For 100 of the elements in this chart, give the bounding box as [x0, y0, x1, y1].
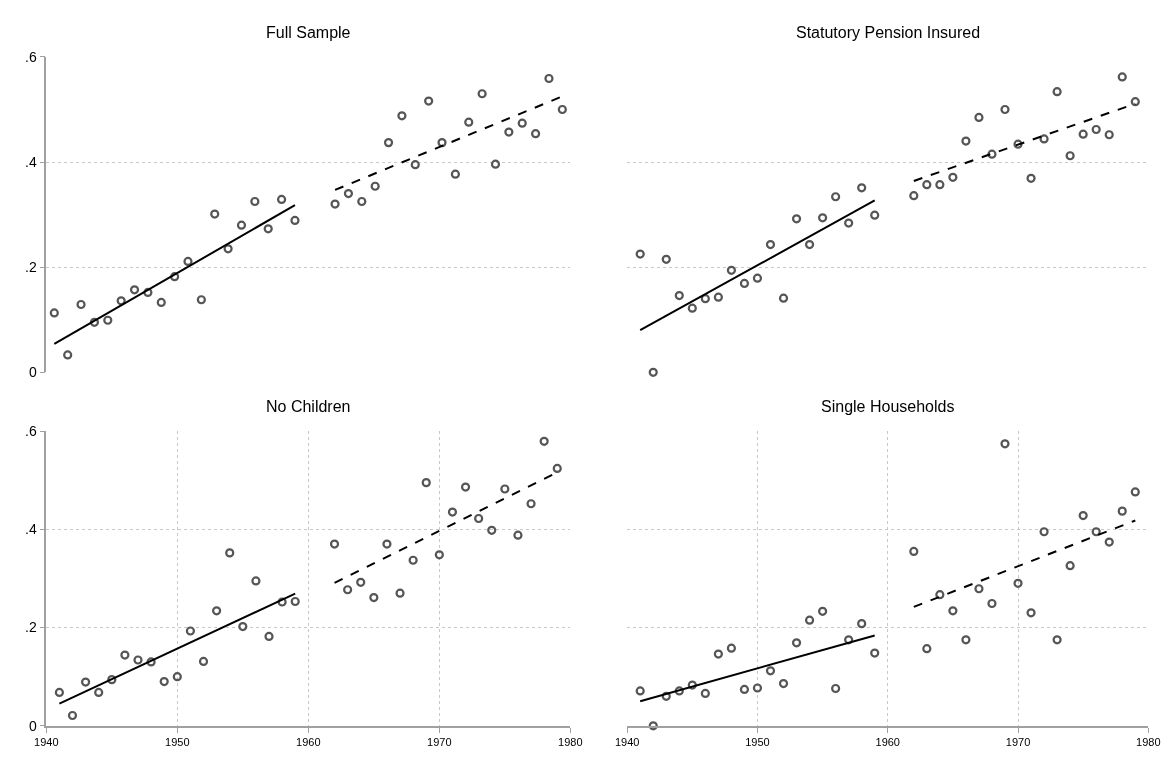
- chart-title: No Children: [266, 398, 351, 415]
- point: [460, 482, 471, 492]
- point: [804, 239, 815, 250]
- point: [67, 710, 78, 721]
- point: [935, 590, 945, 600]
- point: [225, 548, 235, 558]
- point: [133, 655, 143, 665]
- point: [687, 680, 697, 690]
- y-tick-label: 0: [28, 717, 37, 734]
- point: [765, 239, 776, 250]
- point: [1039, 134, 1049, 144]
- point: [1130, 487, 1140, 497]
- point: [1117, 72, 1127, 82]
- point: [1091, 124, 1101, 135]
- point: [437, 138, 447, 148]
- point: [909, 191, 919, 201]
- point: [635, 686, 645, 696]
- point: [170, 272, 180, 282]
- point: [687, 303, 697, 313]
- point: [700, 688, 710, 698]
- point: [477, 89, 487, 99]
- point: [383, 138, 394, 148]
- point: [1104, 537, 1114, 547]
- point: [909, 546, 919, 556]
- point: [369, 592, 379, 603]
- point: [1013, 139, 1023, 149]
- point: [500, 484, 510, 494]
- point: [818, 213, 828, 223]
- chart-title: Full Sample: [266, 24, 351, 41]
- x-tick-label: 1950: [745, 735, 770, 748]
- point: [487, 525, 497, 535]
- point: [544, 73, 554, 84]
- x-tick-label: 1940: [34, 735, 59, 748]
- point: [526, 499, 536, 509]
- point: [857, 183, 867, 193]
- y-tick-label: .6: [25, 422, 37, 439]
- point: [395, 588, 405, 598]
- x-tick-label: 1970: [1005, 735, 1031, 748]
- point: [857, 619, 867, 629]
- x-tick-label: 1980: [558, 735, 583, 748]
- point: [961, 136, 971, 146]
- point: [263, 224, 273, 234]
- point: [238, 621, 248, 632]
- point: [831, 683, 841, 694]
- point: [212, 606, 222, 616]
- point: [450, 169, 460, 179]
- chart-title: Single Households: [821, 398, 955, 415]
- point: [370, 181, 380, 191]
- point: [397, 111, 407, 121]
- point: [922, 180, 932, 190]
- point: [382, 539, 392, 549]
- point: [103, 315, 113, 325]
- point: [490, 159, 501, 169]
- point: [276, 194, 287, 204]
- y-tick-label: .4: [25, 521, 37, 538]
- x-tick-label: 1970: [427, 735, 452, 748]
- point: [1026, 173, 1036, 183]
- point: [434, 550, 444, 560]
- point: [791, 638, 802, 648]
- point: [196, 295, 206, 305]
- point: [974, 112, 984, 122]
- point: [831, 192, 841, 202]
- point: [752, 273, 763, 283]
- point: [552, 463, 562, 473]
- point: [250, 196, 260, 207]
- point: [343, 585, 353, 595]
- point: [198, 656, 209, 667]
- point: [739, 278, 750, 289]
- point: [504, 127, 514, 137]
- point: [818, 606, 828, 616]
- point: [935, 180, 945, 190]
- point: [474, 513, 484, 524]
- point: [804, 615, 815, 625]
- point: [1013, 578, 1023, 588]
- point: [329, 539, 340, 549]
- point: [648, 721, 658, 731]
- point: [81, 677, 91, 687]
- point: [424, 96, 434, 106]
- point: [778, 293, 789, 303]
- point: [447, 507, 458, 517]
- point: [464, 117, 474, 127]
- point: [1000, 104, 1010, 115]
- point: [987, 598, 997, 609]
- point: [1052, 635, 1062, 645]
- point: [648, 367, 658, 377]
- point: [185, 626, 196, 636]
- y-tick-label: .2: [25, 259, 37, 276]
- point: [557, 104, 567, 115]
- point: [421, 478, 431, 488]
- point: [700, 294, 710, 304]
- x-tick-label: 1940: [614, 735, 640, 748]
- point: [517, 118, 527, 128]
- point: [1065, 151, 1075, 161]
- point: [739, 684, 750, 695]
- point: [752, 683, 763, 693]
- point: [1117, 506, 1127, 516]
- point: [987, 149, 997, 159]
- point: [183, 256, 193, 266]
- point: [765, 666, 776, 676]
- point: [277, 597, 287, 607]
